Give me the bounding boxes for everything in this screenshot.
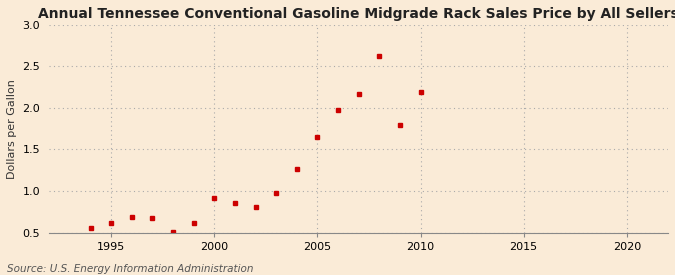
Title: Annual Tennessee Conventional Gasoline Midgrade Rack Sales Price by All Sellers: Annual Tennessee Conventional Gasoline M… [38,7,675,21]
Y-axis label: Dollars per Gallon: Dollars per Gallon [7,79,17,179]
Text: Source: U.S. Energy Information Administration: Source: U.S. Energy Information Administ… [7,264,253,274]
